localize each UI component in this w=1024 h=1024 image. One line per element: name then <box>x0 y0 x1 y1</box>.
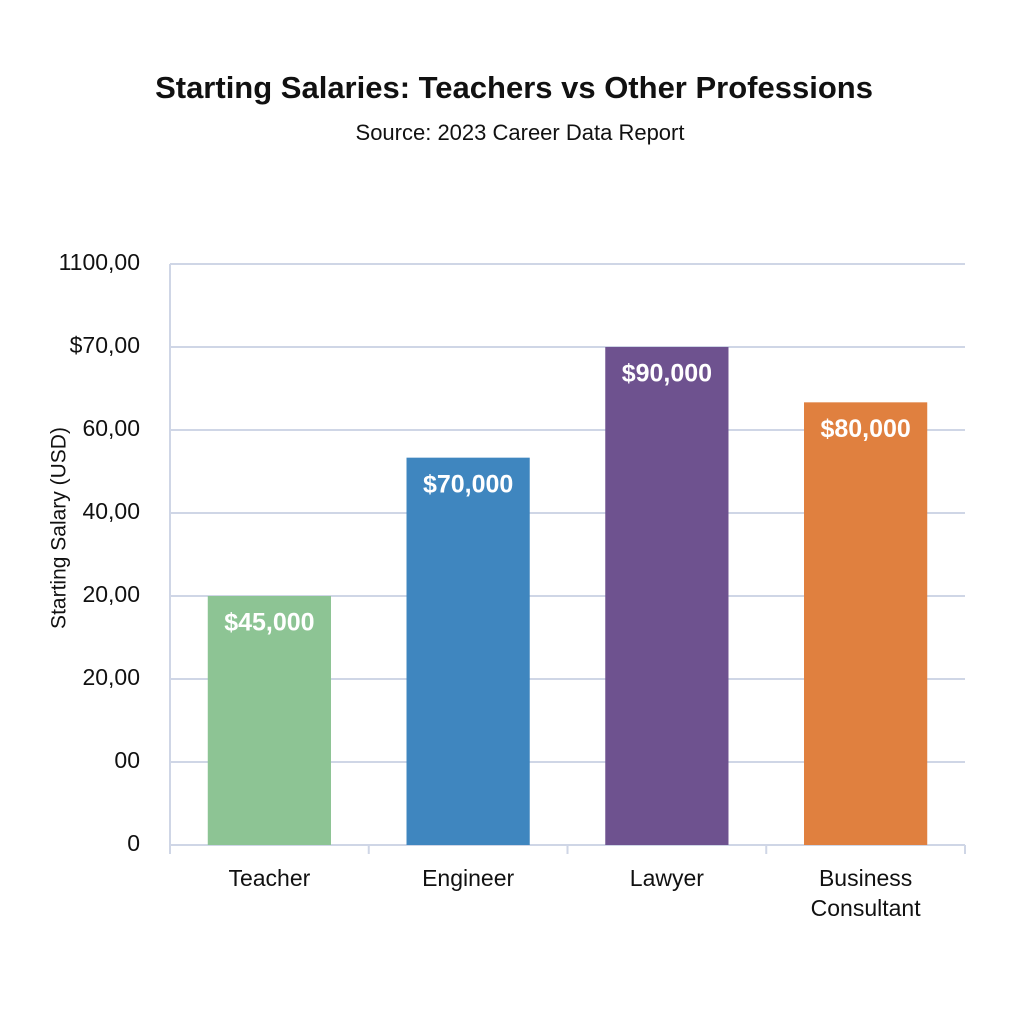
data-label: $45,000 <box>224 609 314 637</box>
bar <box>406 457 530 845</box>
chart-subtitle: Source: 2023 Career Data Report <box>356 120 685 145</box>
x-tick-label: Teacher <box>228 865 310 891</box>
x-tick-label: Lawyer <box>630 865 704 891</box>
y-tick-label: $70,00 <box>70 332 140 358</box>
x-tick-label: Engineer <box>422 865 514 891</box>
bar <box>605 347 729 845</box>
bar <box>207 596 331 845</box>
data-label: $80,000 <box>820 415 910 443</box>
y-tick-label: 40,00 <box>82 498 140 524</box>
data-label: $90,000 <box>622 360 712 388</box>
x-tick-label: Business Consultant <box>811 865 922 921</box>
y-tick-label: 1100,00 <box>59 249 140 275</box>
y-axis-label: Starting Salary (USD) <box>48 427 71 629</box>
y-tick-label: 00 <box>114 747 140 773</box>
chart-title: Starting Salaries: Teachers vs Other Pro… <box>155 70 873 105</box>
y-tick-label: 0 <box>127 830 140 856</box>
bar <box>804 402 928 845</box>
y-tick-label: 60,00 <box>82 415 140 441</box>
y-tick-label: 20,00 <box>82 664 140 690</box>
y-tick-label: 20,00 <box>82 581 140 607</box>
data-label: $70,000 <box>423 470 513 498</box>
